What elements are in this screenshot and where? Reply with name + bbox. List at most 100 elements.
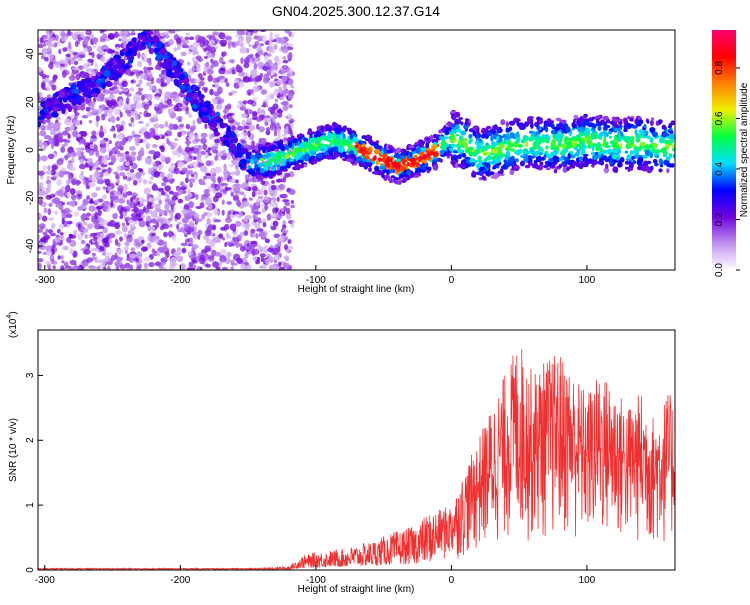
spectrogram-cell [315,136,322,143]
spectrogram-cell [197,36,205,44]
spectrogram-cell [351,136,358,143]
spectrogram-cell [67,133,71,139]
spectrogram-cell [666,168,670,174]
spectrogram-cell [368,138,373,145]
spectrogram-cell [56,228,61,234]
spectrogram-cell [70,194,77,201]
spectrogram-cell [577,143,581,148]
spectrogram-cell [320,135,326,141]
spectrogram-cell [257,188,262,196]
spectrogram-cell [256,116,262,123]
spectrogram-cell [377,169,383,176]
spectrogram-cell [166,98,172,106]
spectrogram-cell [346,127,352,132]
spectrogram-cell [79,139,85,145]
spectrogram-cell [56,179,62,186]
spectrogram-cell [312,137,318,142]
spectrogram-cell [252,256,258,261]
spectrogram-cell [45,228,49,233]
spectrogram-cell [519,161,525,167]
spectrogram-cell [296,163,301,167]
spectrogram-cell [497,149,503,156]
spectrogram-cell [603,125,608,132]
spectrogram-cell [95,186,101,191]
spectrogram-cell [160,33,165,37]
spectrogram-cell [106,265,111,270]
spectrogram-cell [202,143,208,151]
spectrogram-cell [116,140,121,147]
spectrogram-cell [629,118,634,122]
spectrogram-cell [456,147,461,154]
colorbar-tick-label: 0.6 [714,111,725,125]
spectrogram-cell [383,148,388,154]
spectrogram-cell [624,160,630,165]
spectrogram-cell [609,120,616,125]
spectrogram-cell [244,223,251,229]
spectrogram-cell [204,55,208,60]
spectrogram-cell [101,238,109,244]
spectrogram-cell [454,111,461,118]
spectrogram-cell [228,92,233,96]
spectrogram-cell [178,115,183,121]
spectrogram-cell [102,227,108,234]
spectrogram-cell [234,213,240,218]
spectrogram-cell [282,59,289,64]
spectrogram-cell [608,135,613,139]
spectrogram-cell [142,53,147,59]
spectrogram-cell [140,239,145,244]
spectrogram-cell [217,176,221,184]
spectrogram-cell [95,120,99,128]
spectrogram-cell [271,69,276,75]
spectrogram-cell [598,131,604,137]
spectrogram-cell [639,141,646,147]
spectrogram-cell [193,156,197,161]
spectrogram-cell [209,46,216,54]
spectrogram-cell [185,111,190,115]
spectrogram-cell [102,186,107,190]
spectrogram-cell [143,262,148,270]
spectrogram-cell [146,242,152,249]
spectrogram-cell [172,95,176,102]
spectrogram-cell [62,245,69,251]
spectrogram-cell [525,141,529,148]
spectrogram-cell [288,43,294,47]
spectrogram-cell [41,55,45,60]
spectrogram-cell [105,142,110,148]
spectrogram-cell [164,185,171,192]
spectrogram-cell [281,158,287,162]
spectrogram-cell [81,114,89,119]
snr-multiplier: (x104) [6,311,19,338]
spectrogram-cell [248,177,253,183]
spectrogram-cell [405,171,412,176]
spectrogram-cell [559,150,567,156]
spectrogram-cell [226,103,231,111]
y-tick-label: 1 [25,502,36,508]
spectrogram-cell [578,164,584,169]
spectrogram-cell [189,221,195,228]
spectrogram-cell [38,132,41,136]
spectrogram-cell [638,119,644,125]
spectrogram-cell [114,71,120,77]
spectrogram-cell [166,71,173,78]
spectrogram-cell [119,172,126,177]
spectrogram-cell [576,149,581,152]
spectrogram-cell [149,235,156,243]
spectrogram-cell [61,106,66,114]
spectrogram-cell [191,103,199,110]
spectrogram-cell [217,99,222,106]
spectrogram-cell [608,130,612,135]
spectrogram-cell [38,250,42,255]
spectrogram-cell [65,53,71,58]
spectrogram-cell [247,99,254,105]
spectrogram-cell [450,143,457,148]
spectrogram-cell [205,149,211,153]
spectrogram-cell [349,133,353,140]
spectrogram-cell [170,203,174,211]
spectrogram-cell [130,79,134,84]
spectrogram-cell [51,106,59,112]
spectrogram-cell [516,131,520,138]
spectrogram-cell [165,250,170,259]
spectrogram-cell [597,126,602,131]
spectrogram-cell [570,154,575,159]
spectrogram-cell [286,72,292,78]
